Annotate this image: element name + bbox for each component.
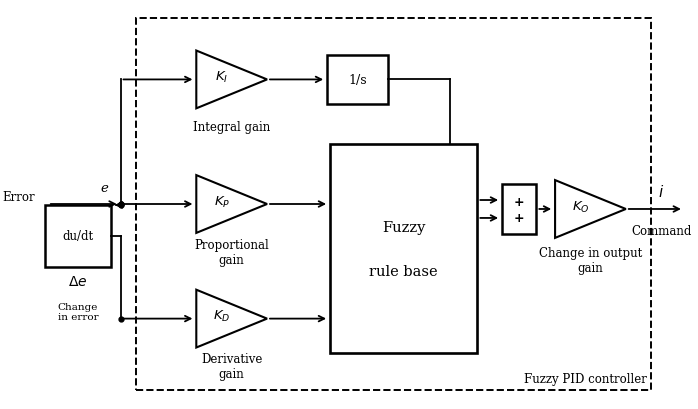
Text: $i$: $i$	[658, 184, 664, 200]
Text: Derivative
gain: Derivative gain	[201, 353, 262, 380]
Text: rule base: rule base	[369, 264, 438, 278]
Text: e: e	[100, 181, 108, 194]
Bar	[327, 55, 388, 105]
Text: Change in output
gain: Change in output gain	[539, 246, 642, 274]
Text: +: +	[514, 195, 524, 208]
Text: +: +	[514, 212, 524, 225]
Text: $\Delta e$: $\Delta e$	[68, 274, 87, 288]
Text: Change
in error: Change in error	[57, 302, 98, 321]
Bar	[136, 18, 651, 391]
Text: $K_D$: $K_D$	[213, 308, 230, 324]
Bar	[502, 184, 536, 234]
Text: Command: Command	[631, 225, 692, 238]
Text: Fuzzy: Fuzzy	[382, 220, 425, 234]
Bar	[45, 205, 111, 267]
Text: Proportional
gain: Proportional gain	[194, 238, 269, 266]
Text: $K_P$: $K_P$	[214, 194, 230, 209]
Text: 1/s: 1/s	[348, 74, 367, 87]
Bar	[330, 145, 477, 354]
Text: Fuzzy PID controller: Fuzzy PID controller	[524, 372, 646, 385]
Text: $K_I$: $K_I$	[215, 70, 228, 85]
Text: du/dt: du/dt	[62, 230, 94, 243]
Text: Error: Error	[3, 190, 36, 203]
Text: Integral gain: Integral gain	[193, 121, 270, 134]
Text: $K_O$: $K_O$	[572, 199, 589, 214]
